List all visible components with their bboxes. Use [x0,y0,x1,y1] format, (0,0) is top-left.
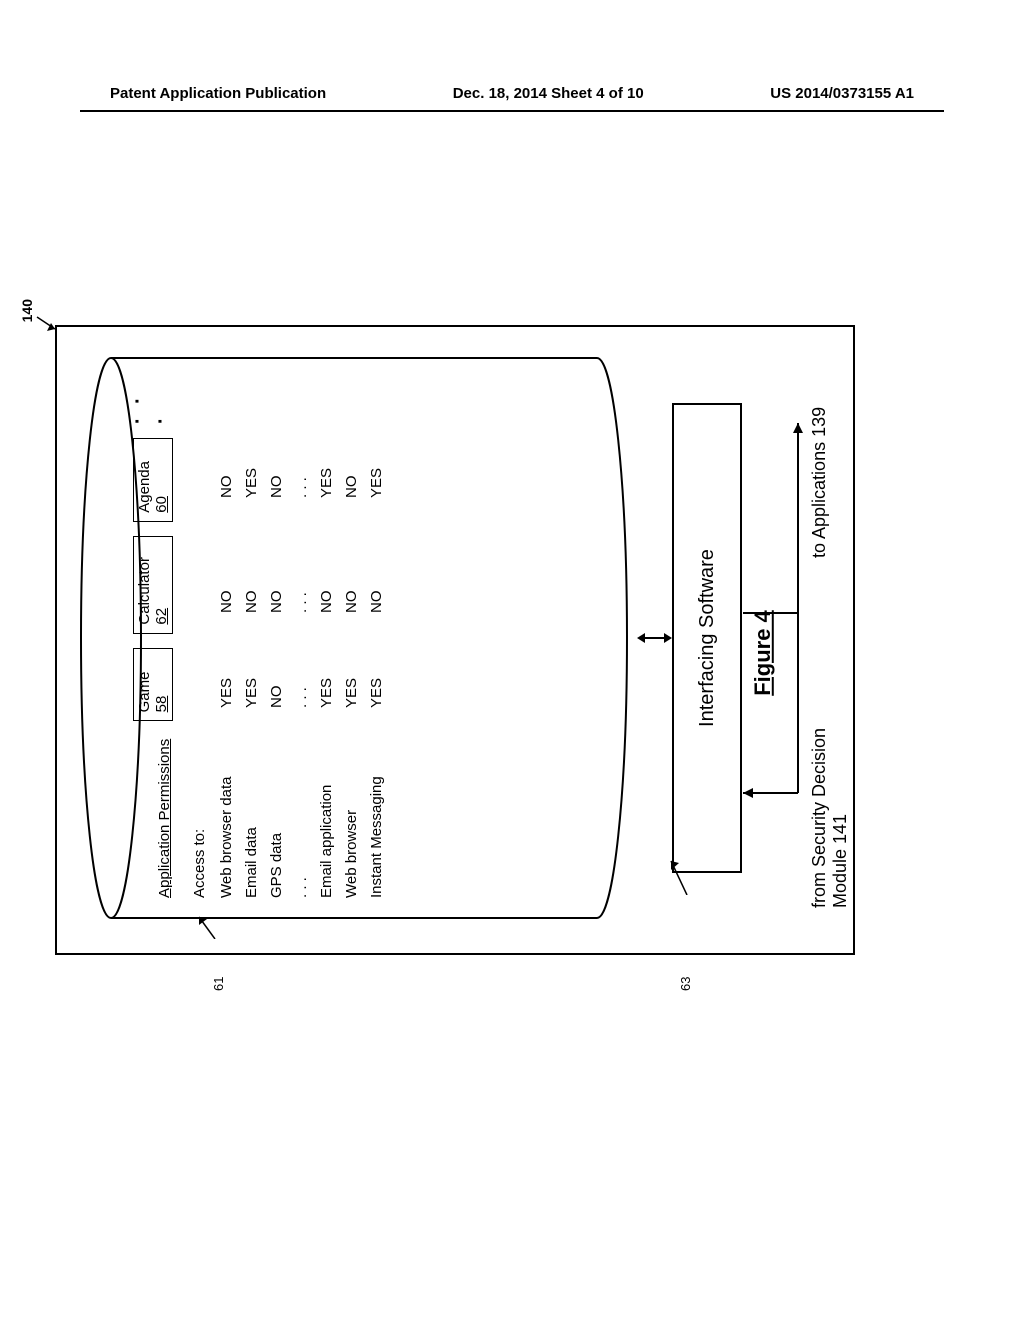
row-val: NO [343,413,360,498]
row-label: . . . [293,708,310,898]
app-game-box: Game 58 [133,648,173,722]
app-header-row: Application Permissions Game 58 Calculat… [127,378,173,898]
app-agenda-name: Agenda [136,461,153,513]
app-calculator-num: 62 [153,608,170,625]
row-val: . . . [293,613,310,708]
ref-140-label: 140 [19,299,35,322]
row-val: NO [243,498,260,613]
permissions-table: Web browser data YES NO NO Email data YE… [218,378,385,898]
app-game-num: 58 [153,696,170,713]
row-label: Email application [318,708,335,898]
to-applications-label: to Applications 139 [809,407,830,558]
row-label: Web browser [343,708,360,898]
row-val: YES [318,413,335,498]
row-val: YES [368,413,385,498]
row-label: Email data [243,708,260,898]
header-rule [80,110,944,112]
header-center: Dec. 18, 2014 Sheet 4 of 10 [453,85,644,102]
header-left: Patent Application Publication [110,85,326,102]
header-right: US 2014/0373155 A1 [770,85,914,102]
row-val: NO [218,498,235,613]
figure-label: Figure 4 [750,610,776,696]
more-apps-dots: · · · [127,378,173,424]
row-val: NO [368,498,385,613]
app-calculator-name: Calculator [136,557,153,625]
row-val: . . . [293,413,310,498]
app-agenda-box: Agenda 60 [133,438,173,522]
row-val: YES [243,413,260,498]
row-val: YES [368,613,385,708]
row-val: NO [268,613,285,708]
row-val: NO [268,413,285,498]
app-game-name: Game [136,672,153,713]
row-label: Instant Messaging [368,708,385,898]
access-to-label: Access to: [191,378,208,898]
ref-61-arrow [195,911,217,939]
row-label: GPS data [268,708,285,898]
bidirectional-arrow-icon [637,628,672,648]
ref-63-label: 63 [678,977,693,991]
database-content: Application Permissions Game 58 Calculat… [127,378,385,898]
interfacing-software-label: Interfacing Software [696,549,719,727]
row-val: . . . [293,498,310,613]
row-val: NO [268,498,285,613]
interfacing-software-box: Interfacing Software [672,403,742,873]
row-val: NO [218,413,235,498]
row-val: YES [218,613,235,708]
outer-box: Application Permissions Game 58 Calculat… [55,325,855,955]
row-label: Web browser data [218,708,235,898]
ref-61-label: 61 [211,977,226,991]
ref-63-arrow [667,855,689,895]
page-header: Patent Application Publication Dec. 18, … [0,85,1024,102]
row-val: NO [343,498,360,613]
row-val: YES [318,613,335,708]
row-val: YES [243,613,260,708]
diagram-area: 140 Application Permissions Game 58 Calc… [55,325,855,955]
app-permissions-label: Application Permissions [156,735,173,898]
app-agenda-num: 60 [153,496,170,513]
row-val: YES [343,613,360,708]
app-calculator-box: Calculator 62 [133,536,173,634]
from-security-label: from Security Decision Module 141 [809,708,851,908]
row-val: NO [318,498,335,613]
